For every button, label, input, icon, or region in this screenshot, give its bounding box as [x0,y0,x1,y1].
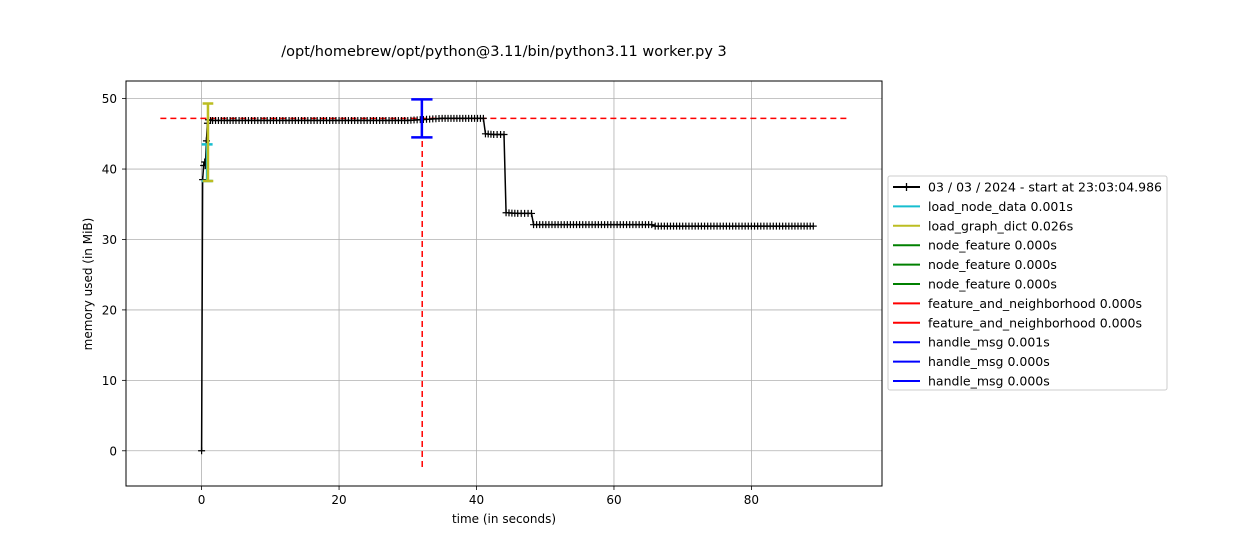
legend-entry-label: node_feature 0.000s [928,257,1057,272]
plot-area-frame [125,80,883,487]
function-markers [201,98,433,183]
legend-swatch-marker [902,183,911,191]
x-tick-label: 0 [198,493,206,507]
reference-lines [160,102,848,467]
function-bracket-marker [202,102,214,183]
y-tick-label: 50 [102,92,117,106]
y-tick-label: 40 [102,163,117,177]
y-axis-label: memory used (in MiB) [81,218,95,351]
x-tick-label: 80 [744,493,759,507]
data-point-marker [809,222,817,230]
legend-box [887,175,1168,391]
y-tick-label: 20 [102,303,117,317]
axis-ticks: 0 20 40 60 80 0 10 20 30 40 50 [102,92,759,507]
legend-entry-label: handle_msg 0.000s [928,374,1050,389]
y-tick-label: 0 [109,444,117,458]
chart-title: /opt/homebrew/opt/python@3.11/bin/python… [281,44,726,60]
x-axis-label: time (in seconds) [452,512,556,526]
x-tick-label: 60 [606,493,621,507]
y-tick-label: 10 [102,374,117,388]
legend-entry-label: feature_and_neighborhood 0.000s [928,315,1142,330]
data-point-marker [648,221,656,229]
data-point-marker [198,447,206,455]
data-point-marker [527,209,535,217]
legend-entry-label: feature_and_neighborhood 0.000s [928,296,1142,311]
legend-entry-label: load_graph_dict 0.026s [928,218,1073,233]
x-tick-label: 40 [469,493,484,507]
legend-entry-label: load_node_data 0.001s [928,199,1073,214]
x-tick-label: 20 [331,493,346,507]
data-point-marker [479,114,487,122]
legend-entry-label: 03 / 03 / 2024 - start at 23:03:04.986 [928,180,1162,195]
function-bracket-marker [411,98,433,139]
legend: 03 / 03 / 2024 - start at 23:03:04.986 lo… [887,175,1168,391]
legend-entry-label: node_feature 0.000s [928,277,1057,292]
legend-entry-label: handle_msg 0.001s [928,335,1050,350]
grid-lines [126,81,882,486]
data-point-marker [500,131,508,139]
legend-entry-label: node_feature 0.000s [928,238,1057,253]
y-tick-label: 30 [102,233,117,247]
legend-entry-label: handle_msg 0.000s [928,354,1050,369]
